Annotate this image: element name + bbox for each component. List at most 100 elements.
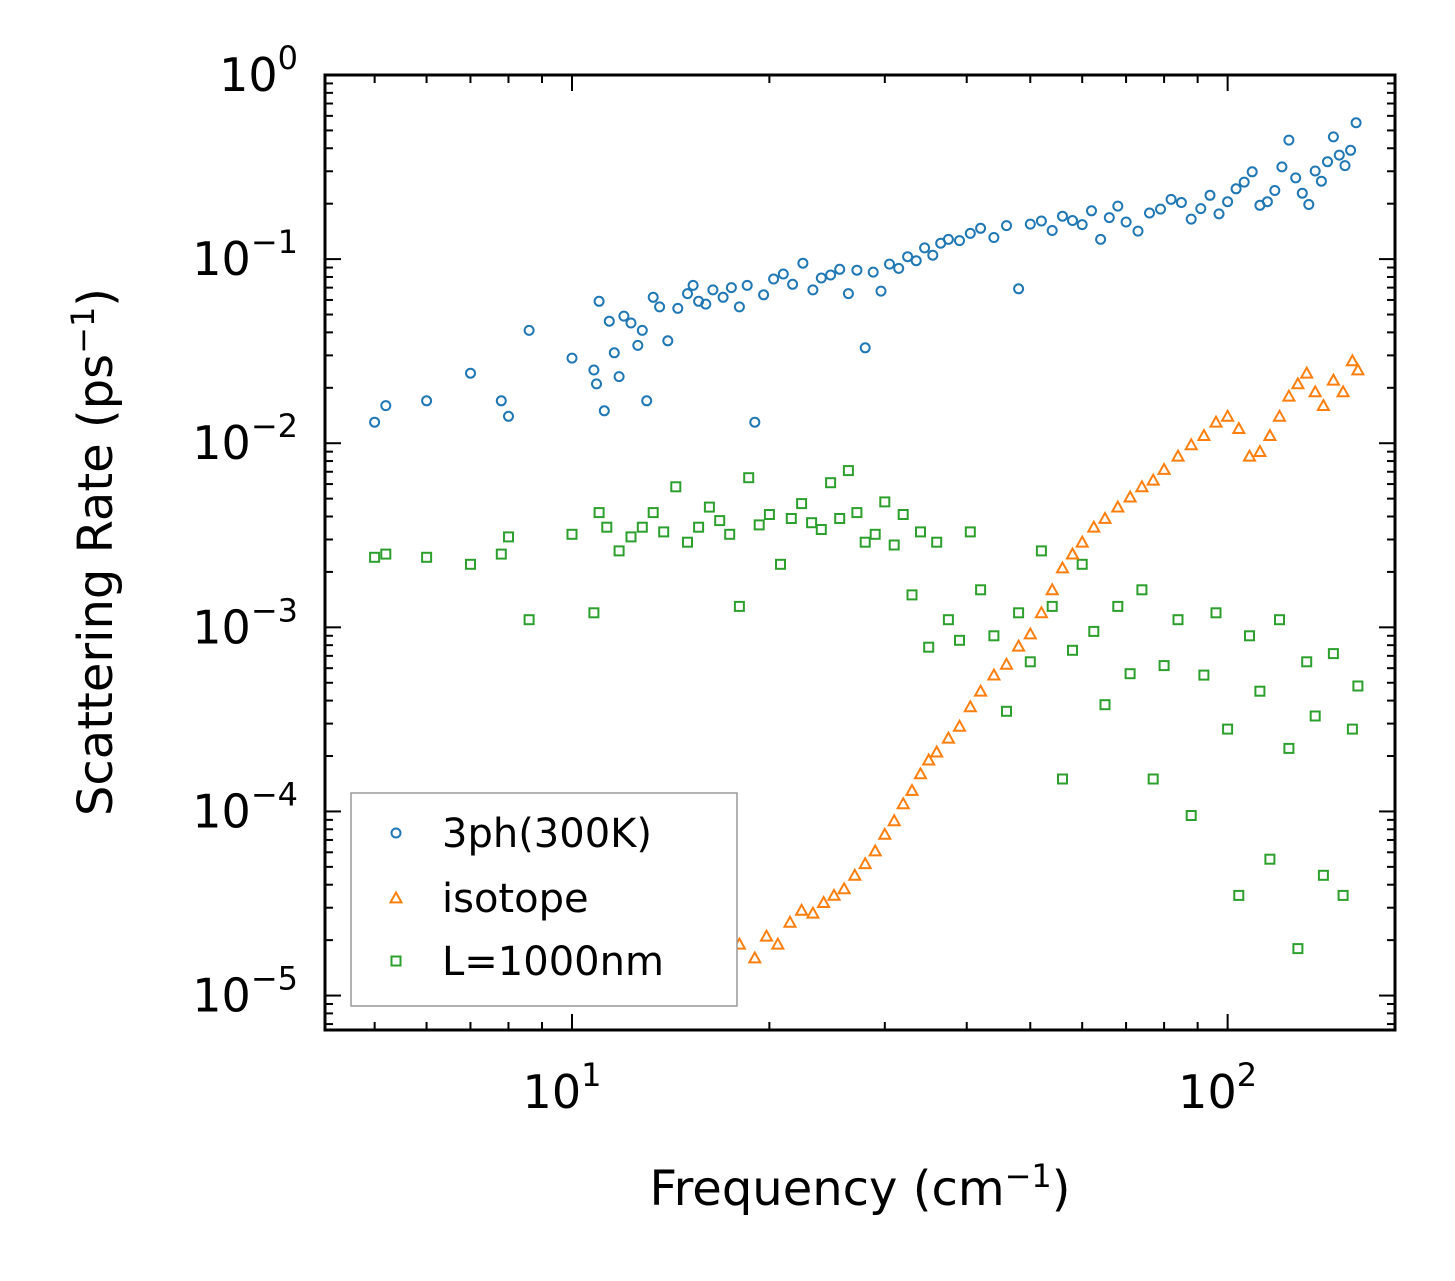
series-1-point <box>1146 472 1161 486</box>
series-0-point <box>1155 203 1166 215</box>
series-0-point <box>1204 189 1216 201</box>
series-0-point <box>495 395 507 407</box>
series-0-point <box>787 278 799 290</box>
series-2-point <box>1309 710 1321 722</box>
series-0-point <box>380 400 392 412</box>
series-0-point <box>603 315 615 327</box>
series-0-point <box>636 324 648 336</box>
data-markers-layer <box>369 117 1366 1003</box>
series-0-point <box>988 232 1000 243</box>
series-1-point <box>1308 384 1323 398</box>
series-0-point <box>1269 185 1281 196</box>
y-tick-label: 10−2 <box>192 407 298 470</box>
series-0-point <box>1222 196 1234 208</box>
series-0-point <box>733 301 745 313</box>
series-1-point <box>782 914 798 928</box>
series-0-point <box>1290 172 1302 184</box>
series-2-point <box>964 526 976 538</box>
series-1-point <box>1023 626 1038 640</box>
series-0-point <box>647 291 659 303</box>
series-1-point <box>904 782 920 796</box>
series-2-point <box>1057 773 1068 785</box>
series-2-point <box>613 545 625 557</box>
series-0-point <box>797 257 809 269</box>
series-1-point <box>847 867 862 881</box>
series-0-point <box>741 279 753 291</box>
x-tick-labels: 101 102 <box>523 1056 1258 1119</box>
series-0-point <box>1230 183 1242 195</box>
series-2-point <box>670 481 682 493</box>
series-1-point <box>794 902 809 916</box>
series-0-point <box>369 416 381 428</box>
series-0-point <box>815 272 827 284</box>
series-1-point <box>1345 353 1360 367</box>
series-0-point <box>1024 218 1036 230</box>
series-0-point <box>608 347 620 359</box>
series-1-point <box>1272 408 1287 422</box>
legend-items: 3ph(300K) isotope L=1000nm <box>388 811 664 985</box>
series-2-point <box>733 600 745 612</box>
series-0-point <box>700 298 712 310</box>
series-2-point <box>503 531 514 543</box>
series-2-point <box>1210 607 1222 619</box>
series-0-point <box>1057 210 1068 222</box>
series-2-point <box>1233 889 1245 901</box>
series-0-point <box>1213 208 1225 220</box>
series-2-point <box>869 528 881 540</box>
series-0-point <box>632 339 644 351</box>
series-1-point <box>986 667 1002 681</box>
series-1-point <box>921 752 936 766</box>
series-1-point <box>1350 362 1366 376</box>
series-1-point <box>877 826 892 840</box>
series-2-point <box>1337 889 1349 901</box>
series-0-point <box>919 242 931 254</box>
series-0-point <box>1132 225 1144 237</box>
series-0-point <box>687 279 699 291</box>
series-0-point <box>1175 197 1187 208</box>
series-0-point <box>1296 187 1308 199</box>
y-tick-label: 10−3 <box>192 591 298 654</box>
series-0-point <box>964 227 976 239</box>
series-2-point <box>1283 742 1295 754</box>
series-0-point <box>465 367 476 379</box>
series-2-point <box>923 641 935 653</box>
series-1-point <box>1326 372 1341 386</box>
series-0-point <box>421 395 433 407</box>
legend-marker-circle <box>390 827 402 839</box>
series-2-point <box>1136 584 1148 596</box>
series-1-point <box>1316 398 1331 411</box>
series-2-point <box>1172 614 1184 626</box>
series-1-point <box>1281 388 1297 402</box>
series-1-point <box>836 881 852 895</box>
series-0-point <box>954 235 965 247</box>
series-0-point <box>613 371 625 383</box>
series-2-point <box>1024 656 1036 668</box>
series-0-point <box>942 233 954 245</box>
y-axis-label: Scattering Rate (ps−1) <box>64 288 124 816</box>
series-0-point <box>1046 225 1058 236</box>
legend-marker-triangle <box>388 890 404 904</box>
series-1-point <box>759 928 774 942</box>
series-1-point <box>858 856 873 870</box>
series-0-point <box>768 273 780 285</box>
series-2-point <box>1222 723 1234 735</box>
series-2-point <box>1185 810 1197 821</box>
series-1-point <box>1196 428 1212 441</box>
series-0-point <box>1276 161 1288 173</box>
series-0-point <box>707 284 719 296</box>
series-2-point <box>796 498 808 510</box>
series-0-point <box>523 324 535 336</box>
series-2-point <box>785 513 797 524</box>
series-1-point <box>941 730 956 744</box>
series-1-point <box>1242 448 1257 462</box>
series-0-point <box>1120 216 1132 228</box>
series-0 <box>369 117 1362 428</box>
series-0-point <box>777 268 789 280</box>
series-2-point <box>842 465 854 477</box>
series-2-point <box>1124 668 1136 680</box>
series-0-point <box>1013 283 1025 295</box>
series-0-point <box>902 251 914 263</box>
series-2-point <box>815 524 827 535</box>
series-0-point <box>1095 233 1107 245</box>
series-2-point <box>1067 644 1078 656</box>
